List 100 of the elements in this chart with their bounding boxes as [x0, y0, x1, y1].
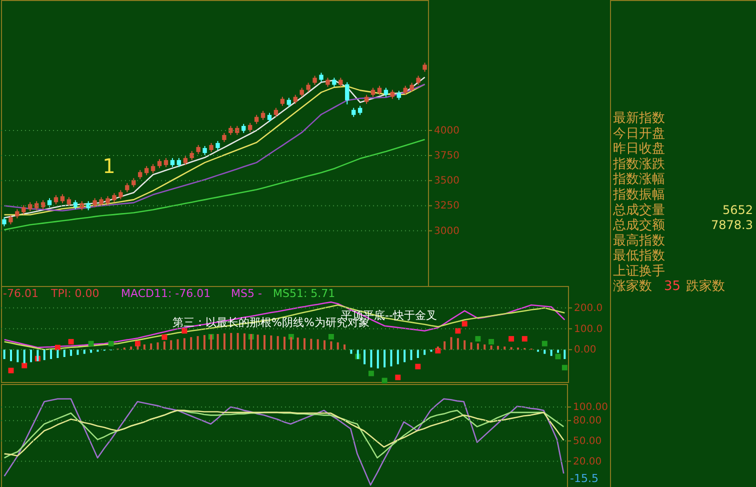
candlestick — [73, 200, 78, 210]
bar — [263, 335, 266, 350]
bar — [70, 350, 72, 356]
candlestick — [370, 87, 376, 98]
bar — [450, 337, 452, 350]
candlestick — [300, 87, 304, 98]
candlestick — [22, 204, 26, 215]
bar — [203, 335, 206, 350]
bar — [276, 336, 279, 350]
candlestick — [312, 75, 317, 86]
candlestick — [144, 166, 149, 176]
point — [68, 338, 74, 344]
bar — [404, 350, 406, 362]
y-tick-label: 3250 — [434, 200, 460, 212]
y-tick-label: 3750 — [434, 150, 460, 162]
bar — [236, 332, 239, 350]
text: 涨家数 — [613, 278, 652, 294]
bar — [143, 344, 146, 350]
bar — [390, 350, 392, 366]
bar — [216, 334, 219, 350]
bar — [284, 336, 286, 350]
candlestick — [377, 85, 382, 96]
bar — [504, 346, 506, 350]
bar — [150, 343, 152, 350]
candlestick — [235, 125, 240, 136]
text: 跌家数 — [686, 278, 725, 294]
point — [328, 334, 334, 340]
y-tick-label: 0.00 — [574, 344, 596, 356]
candlestick — [54, 194, 58, 205]
bar — [136, 345, 139, 350]
candlestick — [403, 85, 408, 96]
point — [488, 338, 494, 344]
bar — [370, 350, 372, 368]
candlestick — [364, 94, 369, 104]
bar — [410, 350, 412, 360]
candlestick — [190, 150, 194, 161]
bar — [350, 350, 352, 354]
candlestick — [176, 158, 182, 168]
bar — [3, 350, 6, 360]
bar — [476, 343, 479, 350]
bar — [324, 340, 326, 350]
candlestick — [2, 216, 6, 227]
category-label: 指数振幅 — [612, 188, 665, 202]
candlestick — [106, 196, 110, 206]
y-tick-label: 50.00 — [573, 436, 602, 447]
candlestick — [274, 107, 278, 118]
candlestick — [99, 196, 104, 207]
candlestick — [118, 190, 123, 200]
candlestick — [319, 72, 324, 82]
bar — [50, 350, 52, 360]
bar — [376, 350, 379, 368]
point — [555, 354, 561, 360]
bar — [384, 350, 386, 368]
candlestick — [40, 200, 46, 210]
y-tick-label: 20.00 — [573, 456, 602, 468]
category-label: 最低指数 — [613, 248, 665, 264]
bar — [130, 346, 132, 350]
candlestick — [351, 107, 356, 118]
bar — [30, 350, 32, 362]
annotation: MACD11: -76.01 — [121, 287, 211, 300]
candlestick — [66, 196, 72, 207]
bar — [344, 344, 346, 350]
y-tick-label: 3500 — [434, 176, 460, 187]
category-label: 总成交量 — [612, 202, 665, 218]
bar — [424, 350, 426, 355]
bar — [364, 350, 366, 364]
candlestick — [92, 198, 97, 208]
bar — [564, 350, 566, 360]
bar — [56, 350, 59, 358]
bar — [556, 350, 559, 353]
bar — [310, 338, 312, 350]
bar — [296, 338, 299, 350]
category-label: 指数涨幅 — [612, 172, 665, 188]
bar — [270, 335, 272, 350]
bar — [316, 339, 319, 350]
line-series — [4, 398, 564, 486]
candlestick — [293, 94, 298, 104]
category-label: 总成交额 — [612, 217, 665, 234]
text: 35 — [664, 279, 681, 294]
bar — [396, 350, 399, 364]
y-tick-label: 200.0 — [574, 302, 603, 314]
bar — [550, 350, 552, 356]
candlestick — [242, 123, 246, 134]
candlestick — [170, 158, 175, 168]
candlestick — [132, 178, 136, 188]
point — [182, 328, 188, 334]
bar — [190, 337, 192, 350]
bar — [170, 340, 172, 350]
candlestick — [338, 77, 343, 88]
bar — [444, 341, 446, 350]
bar — [356, 350, 359, 360]
bar — [256, 334, 259, 350]
text: 5652 — [722, 202, 753, 217]
candlestick — [416, 75, 420, 86]
y-tick-label: 3000 — [434, 226, 460, 237]
candlestick — [345, 82, 350, 105]
candlestick — [410, 82, 414, 92]
candlestick — [125, 182, 130, 193]
candlestick — [358, 105, 362, 116]
bar — [156, 342, 159, 350]
